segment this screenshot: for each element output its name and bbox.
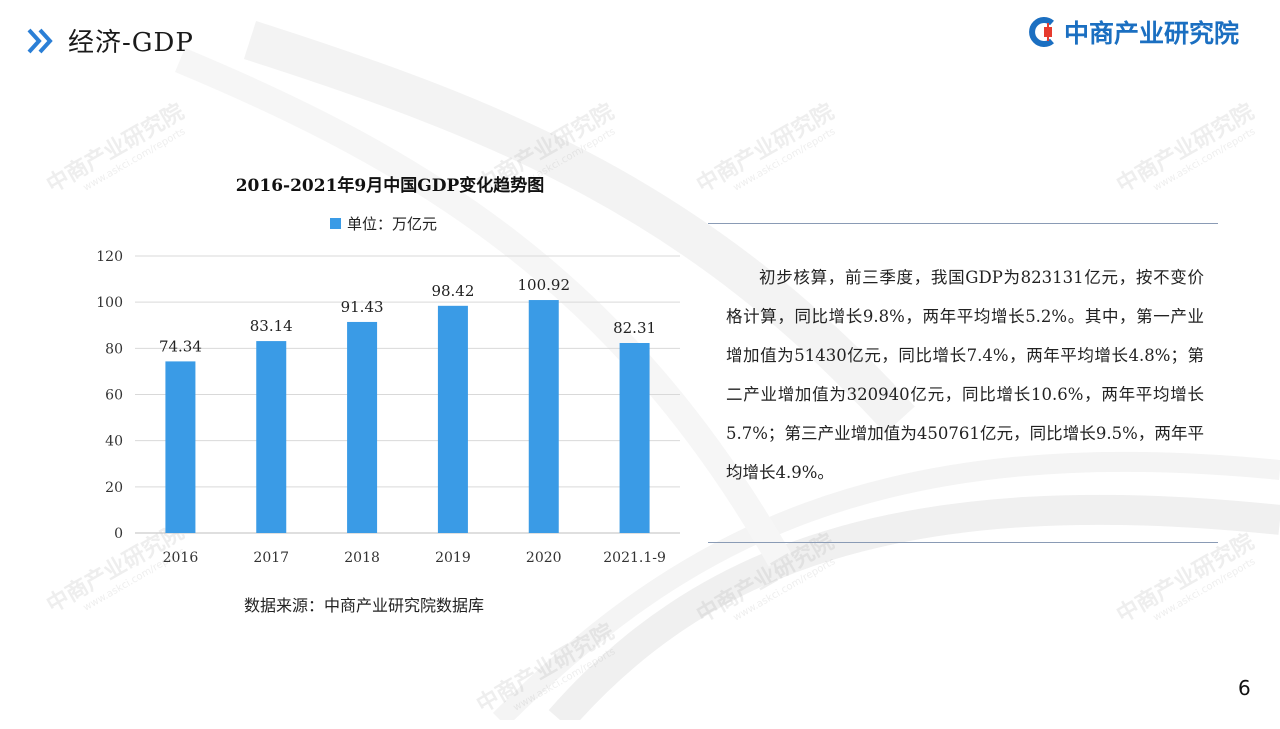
y-tick-label: 80 (105, 341, 123, 357)
y-tick-label: 60 (105, 388, 123, 404)
y-tick-label: 20 (105, 480, 123, 496)
data-label: 98.42 (431, 282, 474, 300)
bar (256, 341, 287, 533)
bar (165, 361, 196, 533)
bar (528, 300, 559, 533)
y-tick-label: 40 (105, 434, 123, 450)
logo-text: 中商产业研究院 (1064, 19, 1240, 48)
data-source: 数据来源：中商产业研究院数据库 (244, 596, 485, 615)
data-label: 83.14 (250, 317, 293, 335)
chart-legend: 单位：万亿元 (330, 213, 437, 234)
x-tick-label: 2021.1-9 (603, 550, 666, 566)
chart-title: 2016-2021年9月中国GDP变化趋势图 (235, 176, 545, 196)
data-label: 82.31 (613, 319, 656, 337)
y-tick-label: 0 (114, 526, 123, 542)
x-tick-label: 2020 (526, 550, 562, 566)
page-number: 6 (1238, 676, 1251, 700)
data-label: 100.92 (518, 276, 571, 294)
double-chevron-icon (27, 28, 53, 54)
y-tick-label: 120 (96, 249, 123, 265)
bar (347, 321, 378, 533)
bar (437, 305, 468, 533)
legend-label: 单位：万亿元 (347, 215, 438, 233)
x-tick-label: 2017 (253, 550, 289, 566)
x-tick-label: 2018 (344, 550, 380, 566)
logo-mark-icon (1029, 17, 1054, 47)
bar (619, 343, 650, 533)
data-label: 74.34 (159, 337, 202, 355)
page-title: 经济-GDP (68, 28, 194, 58)
data-label: 91.43 (341, 298, 384, 316)
x-tick-label: 2016 (163, 550, 199, 566)
y-tick-label: 100 (96, 295, 123, 311)
summary-paragraph: 初步核算，前三季度，我国GDP为823131亿元，按不变价格计算，同比增长9.8… (726, 268, 1204, 482)
x-tick-label: 2019 (435, 550, 471, 566)
summary-panel: 初步核算，前三季度，我国GDP为823131亿元，按不变价格计算，同比增长9.8… (708, 223, 1218, 543)
legend-swatch (330, 218, 341, 229)
company-logo: 中商产业研究院 (1026, 12, 1276, 52)
